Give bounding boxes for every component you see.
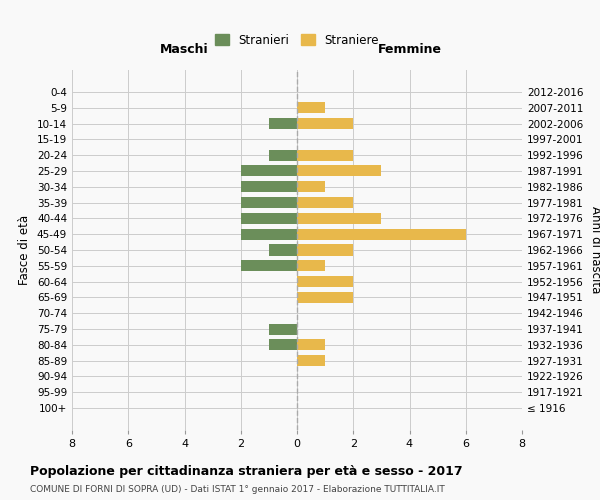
Bar bbox=[297, 213, 382, 224]
Bar bbox=[241, 166, 297, 176]
Bar bbox=[297, 228, 466, 239]
Bar bbox=[297, 260, 325, 272]
Bar bbox=[297, 244, 353, 256]
Bar bbox=[269, 340, 297, 350]
Y-axis label: Fasce di età: Fasce di età bbox=[19, 215, 31, 285]
Bar bbox=[269, 244, 297, 256]
Bar bbox=[269, 150, 297, 160]
Text: COMUNE DI FORNI DI SOPRA (UD) - Dati ISTAT 1° gennaio 2017 - Elaborazione TUTTIT: COMUNE DI FORNI DI SOPRA (UD) - Dati IST… bbox=[30, 485, 445, 494]
Bar bbox=[241, 181, 297, 192]
Legend: Stranieri, Straniere: Stranieri, Straniere bbox=[210, 29, 384, 52]
Bar bbox=[297, 355, 325, 366]
Bar bbox=[297, 181, 325, 192]
Bar bbox=[297, 197, 353, 208]
Bar bbox=[297, 166, 382, 176]
Bar bbox=[297, 150, 353, 160]
Bar bbox=[297, 118, 353, 129]
Bar bbox=[297, 276, 353, 287]
Bar bbox=[241, 260, 297, 272]
Bar bbox=[269, 118, 297, 129]
Bar bbox=[297, 292, 353, 303]
Bar bbox=[297, 340, 325, 350]
Text: Femmine: Femmine bbox=[377, 42, 442, 56]
Y-axis label: Anni di nascita: Anni di nascita bbox=[589, 206, 600, 294]
Bar bbox=[297, 102, 325, 113]
Text: Maschi: Maschi bbox=[160, 42, 209, 56]
Bar bbox=[269, 324, 297, 334]
Bar bbox=[241, 228, 297, 239]
Text: Popolazione per cittadinanza straniera per età e sesso - 2017: Popolazione per cittadinanza straniera p… bbox=[30, 465, 463, 478]
Bar bbox=[241, 213, 297, 224]
Bar bbox=[241, 197, 297, 208]
